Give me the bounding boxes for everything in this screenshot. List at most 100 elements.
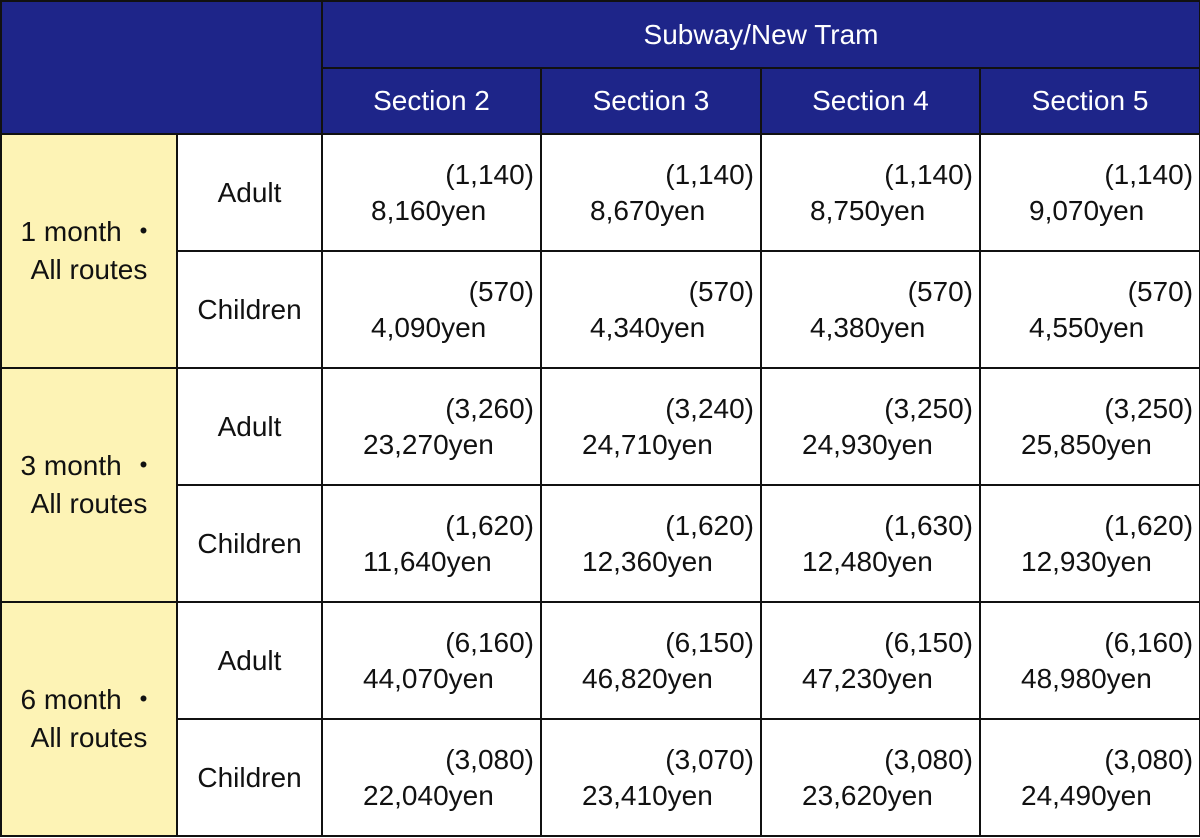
period-label-line2: All routes (30, 488, 148, 519)
discount-amount: (3,080) (884, 743, 973, 775)
table-row: 1 month ・ All routes Adult (1,140) 8,160yen(… (0, 133, 1200, 369)
discount-amount: (6,150) (884, 626, 973, 658)
discount-amount: (6,160) (1104, 626, 1194, 658)
discount-amount: (3,250) (1104, 392, 1194, 424)
discount-amount: (1,140) (665, 158, 754, 190)
discount-amount: (570) (688, 275, 754, 307)
discount-amount: (1,620) (665, 509, 754, 541)
header-corner (0, 0, 323, 135)
fare-cell: (3,260) 23,270yen (321, 367, 542, 486)
fare-cell: (6,150) 46,820yen (540, 601, 762, 720)
fare-price: 48,980yen (1021, 662, 1152, 694)
discount-amount: (3,080) (1104, 743, 1194, 775)
table-row: Children (1,620) 11,640yen (1,620) 12,360yen… (1, 484, 1200, 603)
fare-price: 22,040yen (363, 779, 494, 811)
table-row: 6 month ・ All routes Adult (6,160) 44,070yen… (0, 601, 1200, 837)
fare-cell: (1,140) 8,670yen (540, 133, 762, 252)
discount-amount: (1,620) (445, 509, 534, 541)
fare-price: 12,930yen (1021, 545, 1152, 577)
fare-cell: (1,620) 12,930yen (978, 484, 1200, 603)
fare-price: 11,640yen (363, 545, 492, 577)
fare-cell: (3,250) 24,930yen (760, 367, 981, 486)
fare-cell: (6,160) 44,070yen (321, 601, 542, 720)
fare-cell: (3,080) 24,490yen (978, 718, 1200, 837)
fare-cell: (1,140) 8,750yen (760, 133, 981, 252)
fare-cell: (3,080) 23,620yen (760, 718, 981, 837)
fare-price: 4,090yen (371, 311, 487, 343)
fare-price: 24,490yen (1021, 779, 1152, 811)
discount-amount: (3,240) (665, 392, 754, 424)
fare-cell: (1,620) 12,360yen (540, 484, 762, 603)
rider-type-cell: Adult (176, 367, 323, 486)
period-label-cell: 3 month ・ All routes (0, 367, 178, 603)
period-label-line1: 1 month ・ (20, 216, 158, 247)
fare-price: 23,270yen (363, 428, 494, 460)
discount-amount: (570) (907, 275, 973, 307)
fare-price: 24,930yen (802, 428, 933, 460)
discount-amount: (1,140) (884, 158, 973, 190)
fare-price: 23,620yen (802, 779, 933, 811)
fare-price: 8,160yen (371, 194, 487, 226)
discount-amount: (3,070) (665, 743, 754, 775)
rider-type-cell: Children (176, 250, 323, 369)
fare-price: 8,670yen (590, 194, 706, 226)
rider-type-cell: Adult (176, 601, 323, 720)
period-label-cell: 6 month ・ All routes (0, 601, 178, 837)
period-label-line1: 6 month ・ (20, 684, 158, 715)
fare-cell: (570) 4,380yen (760, 250, 981, 369)
period-label-line1: 3 month ・ (20, 450, 158, 481)
header-section-5: Section 5 (978, 67, 1200, 135)
fare-price: 8,750yen (810, 194, 926, 226)
fare-price: 9,070yen (1029, 194, 1145, 226)
fare-cell: (1,620) 11,640yen (321, 484, 542, 603)
fare-cell: (1,630) 12,480yen (760, 484, 981, 603)
fare-cell: (3,240) 24,710yen (540, 367, 762, 486)
fare-cell: (6,150) 47,230yen (760, 601, 981, 720)
fare-cell: (6,160) 48,980yen (978, 601, 1200, 720)
discount-amount: (6,160) (445, 626, 534, 658)
discount-amount: (570) (1127, 275, 1194, 307)
fare-price: 12,480yen (802, 545, 933, 577)
header-section-4: Section 4 (760, 67, 981, 135)
discount-amount: (6,150) (665, 626, 754, 658)
table-row: Children (570) 4,090yen (570) 4,340yen (570) 4… (1, 250, 1200, 369)
fare-cell: (3,080) 22,040yen (321, 718, 542, 837)
fare-price: 44,070yen (363, 662, 494, 694)
discount-amount: (3,260) (445, 392, 534, 424)
fare-price: 24,710yen (582, 428, 713, 460)
fare-price: 4,340yen (590, 311, 706, 343)
discount-amount: (570) (468, 275, 534, 307)
fare-price: 4,380yen (810, 311, 926, 343)
fare-cell: (3,250) 25,850yen (978, 367, 1200, 486)
header-group-label: Subway/New Tram (320, 0, 1200, 69)
fare-price: 47,230yen (802, 662, 933, 694)
fare-table-body: 1 month ・ All routes Adult (1,140) 8,160yen(… (0, 133, 1200, 837)
discount-amount: (3,250) (884, 392, 973, 424)
fare-cell: (3,070) 23,410yen (540, 718, 762, 837)
table-row: 3 month ・ All routes Adult (3,260) 23,270yen… (0, 367, 1200, 603)
fare-cell: (570) 4,550yen (978, 250, 1200, 369)
discount-amount: (1,630) (884, 509, 973, 541)
header-section-2: Section 2 (321, 67, 542, 135)
period-label-line2: All routes (30, 254, 148, 285)
period-label-line2: All routes (30, 722, 148, 753)
fare-cell: (1,140) 8,160yen (321, 133, 542, 252)
fare-cell: (570) 4,340yen (540, 250, 762, 369)
table-row: Children (3,080) 22,040yen (3,070) 23,410yen… (1, 718, 1200, 837)
fare-price: 4,550yen (1029, 311, 1145, 343)
discount-amount: (1,620) (1104, 509, 1194, 541)
period-label-cell: 1 month ・ All routes (0, 133, 178, 369)
discount-amount: (3,080) (445, 743, 534, 775)
fare-price: 25,850yen (1021, 428, 1152, 460)
rider-type-cell: Children (176, 484, 323, 603)
rider-type-cell: Adult (176, 133, 323, 252)
fare-price: 12,360yen (582, 545, 713, 577)
fare-cell: (570) 4,090yen (321, 250, 542, 369)
discount-amount: (1,140) (445, 158, 534, 190)
fare-cell: (1,140) 9,070yen (978, 133, 1200, 252)
rider-type-cell: Children (176, 718, 323, 837)
header-section-3: Section 3 (540, 67, 762, 135)
fare-price: 46,820yen (582, 662, 713, 694)
fare-price: 23,410yen (582, 779, 713, 811)
